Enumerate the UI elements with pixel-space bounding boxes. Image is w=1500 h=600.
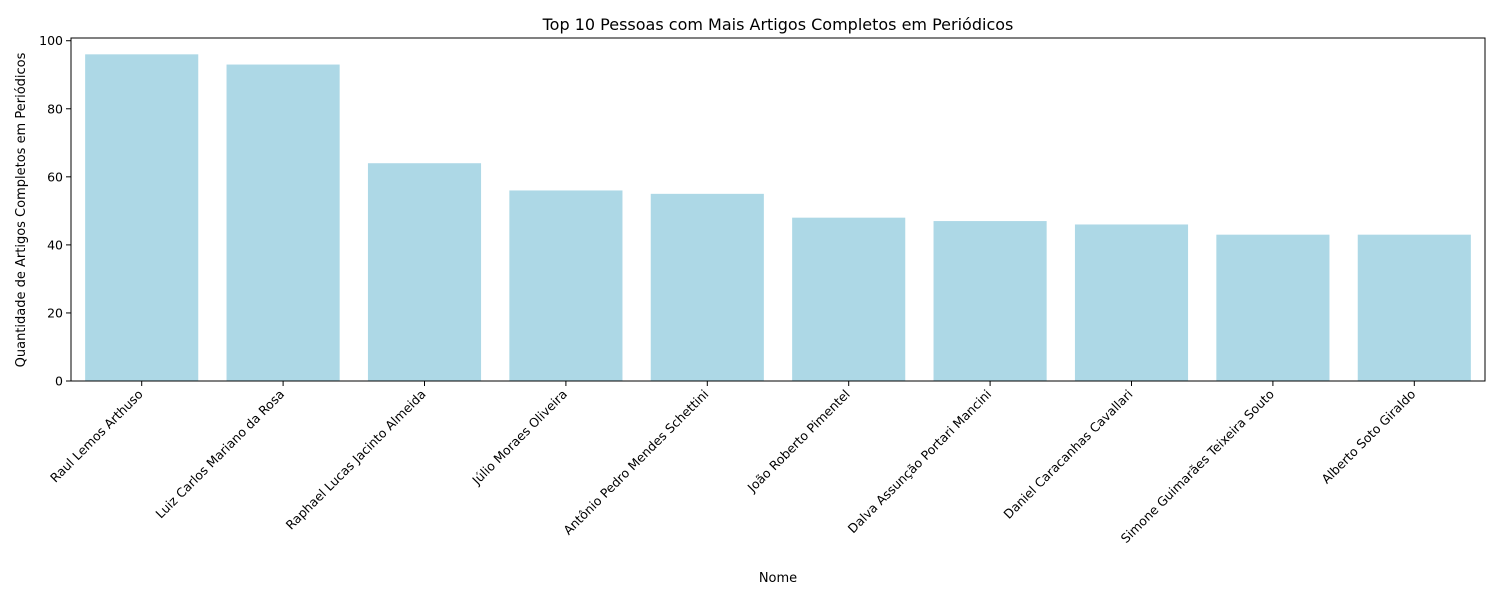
bar-5 [650, 193, 764, 381]
x-axis-ticks: Raul Lemos Arthuso Luiz Carlos Mariano da… [47, 381, 1418, 546]
y-tick-label: 60 [47, 169, 63, 184]
x-tick-label: Dalva Assunção Portari Mancini [845, 387, 995, 537]
bar-10 [1357, 234, 1471, 381]
x-tick-label: Júlio Moraes Oliveira [468, 387, 570, 489]
x-tick-label: Antônio Pedro Mendes Schettini [560, 387, 711, 538]
bar-4 [509, 190, 623, 381]
bar-3 [367, 163, 482, 381]
bar-6 [792, 217, 906, 381]
bar-7 [933, 221, 1047, 381]
bar-2 [226, 64, 340, 382]
y-tick-label: 0 [55, 374, 63, 389]
y-tick-label: 100 [39, 33, 63, 48]
x-tick-label: Simone Guimarães Teixeira Souto [1118, 387, 1277, 546]
x-tick-label: Daniel Caracanhas Cavallari [1000, 387, 1135, 522]
chart-title: Top 10 Pessoas com Mais Artigos Completo… [542, 15, 1014, 34]
x-tick-label: Luiz Carlos Mariano da Rosa [152, 387, 287, 522]
plot-frame [70, 37, 1486, 382]
y-tick-label: 40 [47, 237, 63, 252]
bars-group [85, 54, 1471, 382]
x-axis-label: Nome [759, 571, 797, 586]
bar-9 [1216, 234, 1330, 381]
y-axis-label: Quantidade de Artigos Completos em Perió… [14, 52, 29, 367]
y-axis-ticks: 0 20 40 60 80 100 [39, 33, 71, 389]
x-tick-label: Raphael Lucas Jacinto Almeida [283, 387, 429, 533]
y-tick-label: 80 [47, 101, 63, 116]
x-tick-label: Raul Lemos Arthuso [47, 387, 146, 486]
bar-8 [1074, 224, 1189, 381]
x-tick-label: Alberto Soto Giraldo [1318, 387, 1418, 487]
y-tick-label: 20 [47, 305, 63, 320]
x-tick-label: João Roberto Pimentel [744, 387, 853, 496]
bar-1 [85, 54, 199, 381]
